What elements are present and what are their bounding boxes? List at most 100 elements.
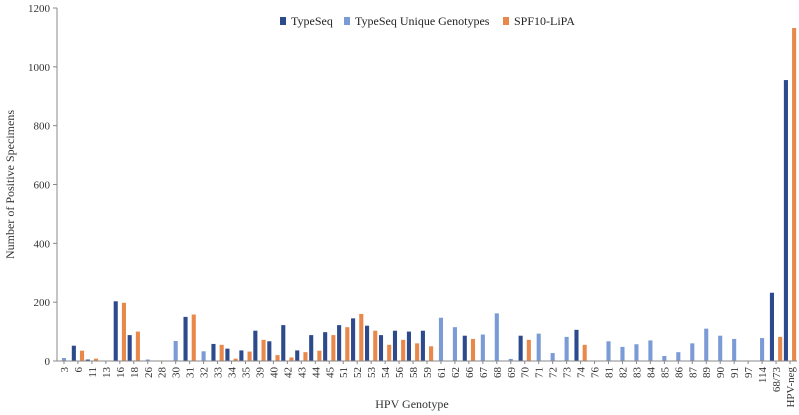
x-tick-label: 11 bbox=[87, 367, 99, 378]
bar bbox=[183, 316, 188, 361]
bar bbox=[289, 357, 294, 361]
bar bbox=[281, 325, 286, 361]
x-tick-label: 32 bbox=[199, 367, 211, 378]
x-tick-label: 83 bbox=[631, 367, 643, 379]
bar bbox=[676, 352, 681, 361]
legend: TypeSeq TypeSeq Unique Genotypes SPF10-LiP… bbox=[280, 14, 575, 28]
axes-group bbox=[56, 8, 797, 362]
x-tick-label: 18 bbox=[129, 367, 141, 379]
bar bbox=[634, 344, 639, 361]
x-tick-label: 76 bbox=[590, 367, 602, 379]
y-tick-label: 200 bbox=[34, 297, 51, 309]
x-tick-label: 69 bbox=[506, 367, 518, 379]
bar bbox=[261, 339, 266, 361]
x-tick-label: 45 bbox=[324, 367, 336, 379]
bar bbox=[113, 301, 118, 361]
x-tick-label: 91 bbox=[729, 367, 741, 378]
bar bbox=[606, 341, 611, 361]
bar bbox=[429, 346, 434, 361]
x-tick-label: 44 bbox=[310, 367, 322, 379]
bar bbox=[173, 340, 178, 361]
x-tick-label: 30 bbox=[171, 367, 183, 379]
bar bbox=[145, 359, 150, 361]
bar bbox=[247, 351, 252, 361]
bars-group bbox=[61, 28, 797, 362]
bar bbox=[792, 28, 797, 362]
bar bbox=[438, 317, 444, 361]
bar bbox=[536, 333, 541, 361]
x-tick-label: 89 bbox=[701, 367, 713, 379]
bar bbox=[373, 330, 378, 361]
x-tick-label: 42 bbox=[282, 367, 294, 378]
bar bbox=[778, 336, 783, 361]
bar bbox=[415, 343, 420, 361]
bar bbox=[718, 335, 723, 361]
y-ticks-group: 0 200 400 600 800 1000 1200 bbox=[28, 3, 57, 368]
legend-swatch bbox=[503, 17, 509, 25]
bar bbox=[470, 338, 476, 361]
bar bbox=[239, 350, 244, 361]
bar bbox=[620, 346, 625, 361]
x-tick-label: 81 bbox=[604, 367, 616, 378]
x-tick-label: 58 bbox=[408, 367, 420, 379]
x-tick-label: 13 bbox=[101, 367, 113, 379]
bar bbox=[494, 313, 499, 361]
bar bbox=[732, 338, 737, 361]
x-tick-label: 71 bbox=[534, 367, 546, 378]
bar bbox=[253, 330, 258, 361]
x-tick-label: 53 bbox=[366, 367, 378, 379]
x-tick-label: 51 bbox=[338, 367, 350, 378]
bar bbox=[337, 325, 342, 361]
bar bbox=[401, 339, 406, 361]
bar bbox=[648, 340, 653, 361]
bar bbox=[690, 343, 695, 361]
legend-label: TypeSeq Unique Genotypes bbox=[355, 14, 490, 28]
bar bbox=[508, 358, 513, 361]
bar bbox=[61, 358, 67, 361]
x-tick-label: 33 bbox=[213, 367, 225, 379]
x-axis-title: HPV Genotype bbox=[375, 397, 448, 411]
bar bbox=[317, 350, 322, 361]
x-tick-label: 82 bbox=[617, 367, 629, 378]
x-tick-label: 84 bbox=[645, 367, 657, 379]
x-tick-label: 28 bbox=[157, 367, 169, 379]
x-tick-label: 16 bbox=[115, 367, 127, 379]
bar bbox=[704, 328, 709, 361]
x-tick-label: 72 bbox=[548, 367, 560, 378]
bar bbox=[351, 318, 356, 361]
bar bbox=[769, 292, 775, 361]
x-tick-label: 70 bbox=[520, 367, 532, 379]
x-tick-label: 97 bbox=[743, 367, 755, 379]
bar bbox=[420, 330, 425, 361]
bar bbox=[79, 350, 85, 361]
y-tick-label: 1200 bbox=[28, 3, 51, 15]
x-tick-label: 43 bbox=[296, 367, 308, 379]
bar bbox=[359, 313, 364, 361]
x-tick-label: 74 bbox=[576, 367, 588, 379]
x-tick-label: 68/73 bbox=[771, 367, 783, 393]
x-tick-label: 52 bbox=[352, 367, 364, 378]
bar bbox=[387, 344, 392, 361]
bar bbox=[564, 336, 569, 361]
x-tick-label: 31 bbox=[185, 367, 197, 378]
bar bbox=[526, 339, 531, 361]
bar bbox=[406, 331, 411, 361]
bar bbox=[574, 329, 579, 361]
y-tick-label: 400 bbox=[34, 238, 51, 250]
x-tick-label: 34 bbox=[227, 367, 239, 379]
bar bbox=[323, 332, 328, 361]
y-tick-label: 1000 bbox=[28, 62, 51, 74]
bar bbox=[233, 358, 238, 361]
bar bbox=[345, 327, 350, 361]
bar bbox=[309, 335, 314, 361]
x-tick-label: 54 bbox=[380, 367, 392, 379]
legend-swatch bbox=[344, 17, 350, 25]
bar bbox=[365, 325, 370, 361]
bar bbox=[85, 359, 90, 361]
x-tick-label: 59 bbox=[422, 367, 434, 379]
bar bbox=[760, 338, 765, 361]
bar bbox=[225, 348, 230, 361]
x-tick-label: 3 bbox=[59, 367, 71, 373]
bar bbox=[462, 335, 467, 361]
